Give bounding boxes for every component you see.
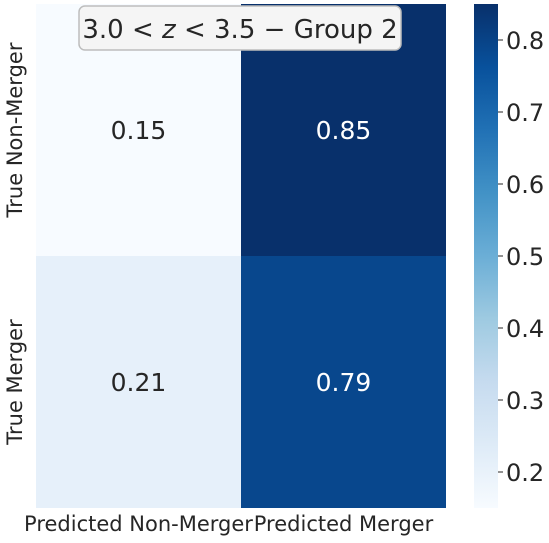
title-var: z xyxy=(161,15,177,45)
chart-title: 3.0 < z < 3.5 − Group 2 xyxy=(78,5,402,51)
cell-value-label: 0.21 xyxy=(111,368,167,397)
x-tick-label: Predicted Merger xyxy=(254,512,434,536)
cell-value-label: 0.85 xyxy=(316,116,372,145)
cell-annotations: 0.15 0.85 0.21 0.79 xyxy=(111,116,372,397)
colorbar-tick-label: 0.7 xyxy=(506,99,544,127)
cell-value-label: 0.79 xyxy=(316,368,372,397)
x-tick-labels: Predicted Non-Merger Predicted Merger xyxy=(24,512,434,536)
colorbar-tick-label: 0.8 xyxy=(506,27,544,55)
title-box xyxy=(78,5,402,51)
heatmap-cell xyxy=(36,256,241,508)
y-tick-label: True Merger xyxy=(3,319,27,446)
title-hi: 3.5 xyxy=(214,15,255,45)
heatmap-cell xyxy=(241,256,446,508)
svg-text:3.0 < z <: 3.0 < z < 3.5 − Group 2 xyxy=(82,15,397,45)
colorbar-tick-label: 0.5 xyxy=(506,243,544,271)
colorbar-tick-label: 0.6 xyxy=(506,171,544,199)
heatmap-cells xyxy=(36,4,446,508)
title-suffix: − Group 2 xyxy=(264,15,398,45)
y-tick-labels: True Non-Merger True Merger xyxy=(3,42,27,446)
colorbar-tick-label: 0.2 xyxy=(506,459,544,487)
colorbar-tick-label: 0.4 xyxy=(506,315,544,343)
x-tick-label: Predicted Non-Merger xyxy=(24,512,253,536)
colorbar-ticks: 0.2 0.3 0.4 0.5 0.6 0.7 0.8 xyxy=(498,27,544,487)
y-tick-label: True Non-Merger xyxy=(3,42,27,218)
title-lo: 3.0 xyxy=(82,15,123,45)
colorbar-tick-label: 0.3 xyxy=(506,387,544,415)
cell-value-label: 0.15 xyxy=(111,116,167,145)
colorbar xyxy=(474,4,498,508)
